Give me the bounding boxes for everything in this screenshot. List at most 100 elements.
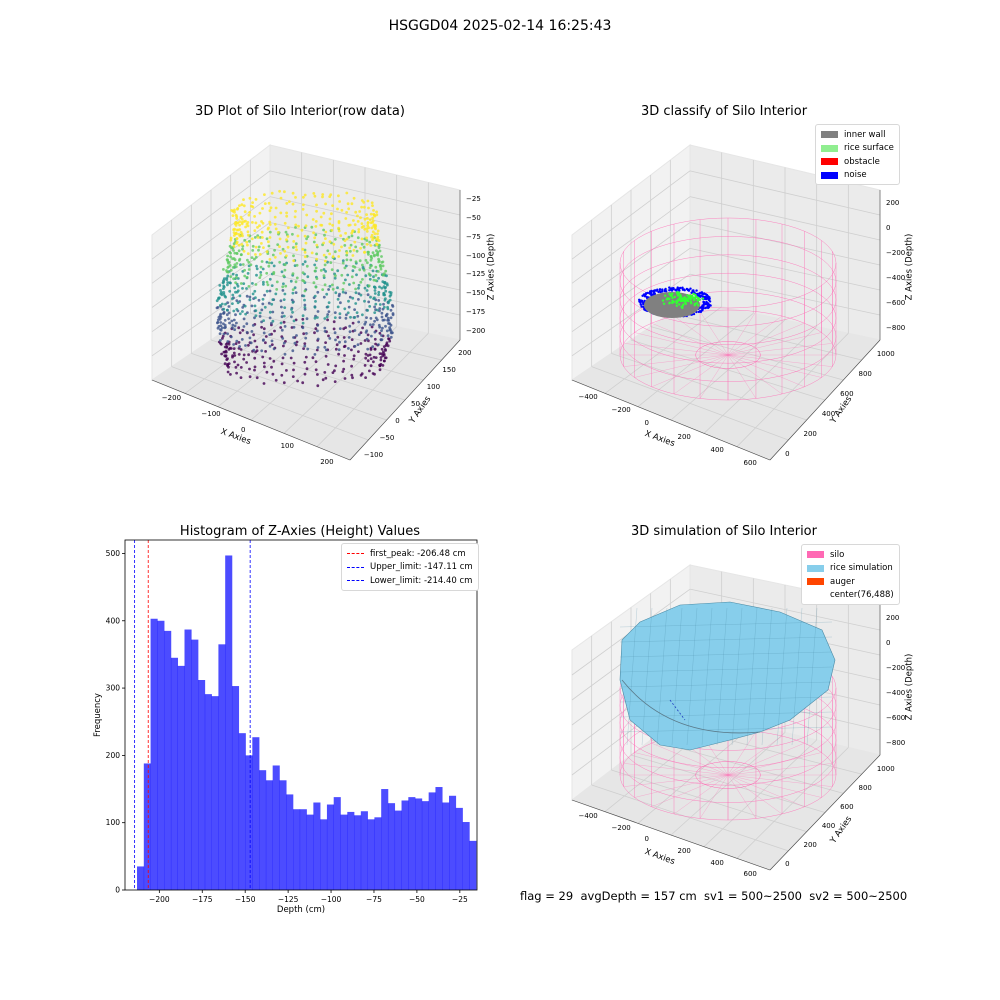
data-point — [258, 252, 262, 256]
data-point — [384, 269, 388, 273]
data-point — [294, 245, 298, 249]
data-point — [234, 342, 238, 345]
data-point — [240, 338, 244, 341]
data-point — [364, 258, 368, 262]
data-point — [372, 355, 376, 359]
data-point — [254, 283, 258, 286]
grid-line — [670, 312, 862, 361]
data-point — [370, 264, 373, 267]
data-point — [219, 328, 223, 332]
noise-point — [653, 289, 657, 292]
z-tick-label: −150 — [466, 289, 486, 298]
data-point — [291, 288, 295, 291]
data-point — [222, 291, 226, 294]
data-point — [260, 260, 264, 263]
legend-label: auger — [830, 576, 855, 587]
data-point — [353, 308, 356, 311]
rice-surface-point — [697, 304, 700, 307]
data-point — [345, 258, 349, 262]
data-point — [230, 319, 234, 323]
data-point — [316, 310, 320, 313]
data-point — [235, 308, 239, 311]
data-point — [301, 262, 305, 266]
data-point — [281, 247, 285, 251]
data-point — [238, 345, 241, 348]
noise-point — [650, 293, 653, 297]
data-point — [301, 247, 305, 251]
data-point — [274, 378, 278, 382]
data-point — [230, 297, 234, 301]
data-point — [220, 302, 224, 306]
data-point — [227, 260, 231, 264]
x-tick-label: 0 — [241, 426, 246, 434]
simulation-3d-plot[interactable] — [560, 560, 900, 880]
data-point — [366, 221, 370, 225]
data-point — [353, 316, 357, 319]
data-point — [314, 225, 318, 228]
data-point — [364, 356, 368, 360]
data-point — [368, 218, 372, 221]
data-point — [383, 359, 386, 363]
data-point — [336, 269, 340, 273]
y-tick-label: 800 — [858, 370, 872, 378]
data-point — [258, 211, 262, 215]
data-point — [243, 268, 246, 272]
data-point — [289, 279, 293, 283]
data-point — [271, 310, 275, 314]
data-point — [263, 365, 266, 369]
data-point — [321, 195, 324, 199]
data-point — [273, 215, 277, 219]
data-point — [370, 334, 373, 338]
data-point — [272, 347, 276, 351]
histogram-chart[interactable]: −200 −175 −150 −125 −100 −75 −50 −25 0 100 200 300 4… — [90, 530, 490, 920]
data-point — [220, 291, 223, 294]
data-point — [345, 211, 348, 214]
data-point — [233, 208, 236, 212]
data-point — [267, 264, 271, 268]
rice-surface-point — [678, 298, 681, 302]
data-point — [328, 217, 332, 221]
data-point — [380, 347, 384, 351]
rice-surface-point — [678, 303, 681, 306]
data-point — [245, 240, 249, 244]
data-point — [372, 297, 375, 300]
data-point — [373, 285, 376, 289]
histogram-bar — [231, 686, 240, 890]
data-point — [233, 263, 237, 267]
data-point — [376, 232, 379, 236]
data-point — [368, 369, 371, 373]
data-point — [343, 244, 347, 247]
y-axis-line — [769, 754, 881, 871]
mesh-line — [686, 607, 698, 746]
data-point — [284, 284, 288, 288]
data-point — [262, 280, 265, 284]
data-point — [218, 304, 222, 307]
data-point — [374, 265, 378, 269]
mesh-line — [791, 607, 803, 746]
rice-surface-point — [692, 292, 695, 295]
data-point — [235, 371, 238, 375]
data-point — [374, 342, 377, 346]
data-point — [270, 284, 274, 287]
x-tick-label: −150 — [235, 895, 256, 904]
data-point — [254, 314, 258, 318]
histogram-bar — [387, 803, 396, 890]
data-point — [271, 253, 275, 257]
legend-label: center(76,488) — [830, 590, 894, 601]
data-point — [238, 223, 241, 227]
z-tick-label: −800 — [886, 738, 906, 747]
rice-surface-point — [675, 304, 678, 307]
data-point — [220, 326, 224, 330]
data-point — [291, 375, 295, 378]
data-point — [265, 250, 269, 254]
data-point — [334, 291, 338, 295]
mesh-line — [716, 607, 728, 746]
raw-3d-plot[interactable] — [140, 140, 480, 470]
data-point — [268, 316, 272, 320]
data-point — [235, 252, 239, 255]
noise-point — [658, 289, 661, 293]
data-point — [343, 354, 346, 357]
data-point — [380, 315, 384, 319]
classify-3d-plot[interactable] — [560, 140, 900, 470]
data-point — [301, 381, 305, 385]
